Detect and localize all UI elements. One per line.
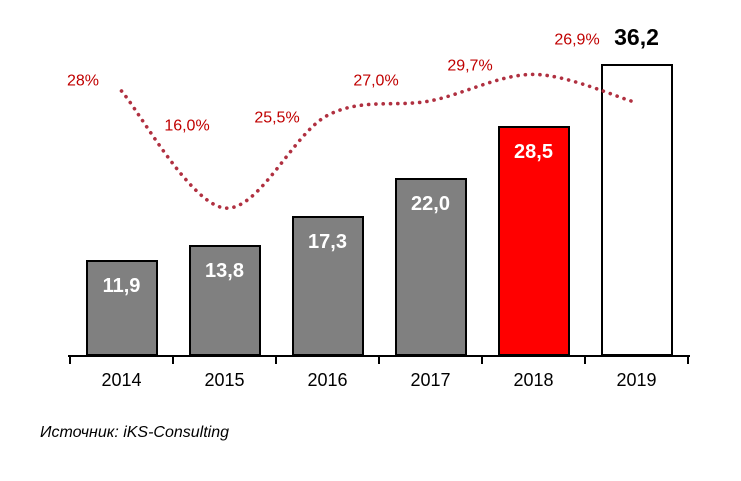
x-axis-tick <box>481 356 483 364</box>
x-axis-tick <box>378 356 380 364</box>
bar-2015 <box>188 245 261 356</box>
bar-2014 <box>85 260 158 356</box>
x-tick-label-2016: 2016 <box>307 370 348 390</box>
x-axis-tick <box>172 356 174 364</box>
x-axis-tick <box>584 356 586 364</box>
x-tick-label-2019: 2019 <box>616 370 657 390</box>
bar-2019 <box>600 64 673 356</box>
bar-value-2016: 17,3 <box>308 231 347 253</box>
x-axis-tick <box>275 356 277 364</box>
bar-value-2015: 13,8 <box>205 260 244 282</box>
bar-2016 <box>291 216 364 356</box>
line-label-2017: 27,0% <box>353 72 399 90</box>
x-tick-label-2015: 2015 <box>204 370 245 390</box>
bar-value-2014: 11,9 <box>102 275 141 297</box>
bar-value-2018: 28,5 <box>514 141 553 163</box>
line-label-2015: 16,0% <box>164 117 210 135</box>
x-axis-tick <box>69 356 71 364</box>
line-label-2018: 29,7% <box>447 57 493 75</box>
x-tick-label-2018: 2018 <box>513 370 554 390</box>
source-note: Источник: iKS-Consulting <box>40 424 230 441</box>
line-label-2016: 25,5% <box>254 109 300 127</box>
bar-value-2019: 36,2 <box>614 24 659 50</box>
x-tick-label-2014: 2014 <box>101 370 142 390</box>
line-label-2014: 28% <box>66 72 100 90</box>
x-axis-tick <box>687 356 689 364</box>
x-tick-label-2017: 2017 <box>410 370 451 390</box>
line-label-2019: 26,9% <box>554 31 600 49</box>
bar-value-2017: 22,0 <box>411 193 450 215</box>
